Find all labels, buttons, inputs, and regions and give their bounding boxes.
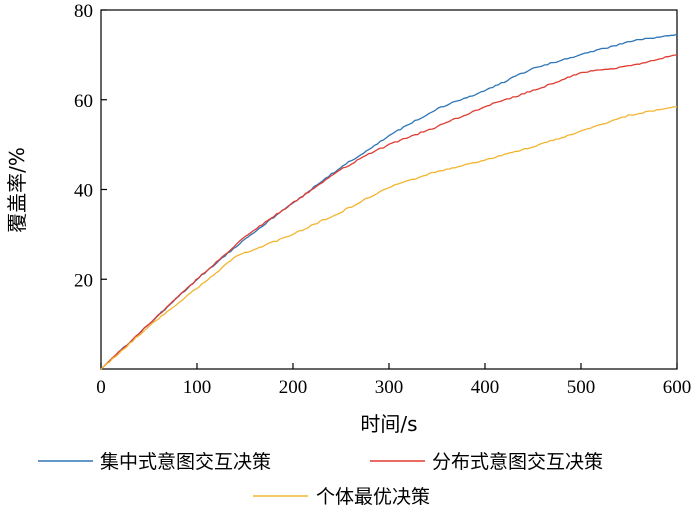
x-tick-label: 400 bbox=[471, 377, 500, 398]
x-tick-label: 300 bbox=[375, 377, 404, 398]
x-tick-label: 600 bbox=[663, 377, 692, 398]
x-tick-label: 100 bbox=[183, 377, 212, 398]
y-axis-title: 覆盖率/% bbox=[5, 147, 29, 233]
series-line-0 bbox=[100, 33, 678, 370]
y-tick-label: 20 bbox=[74, 270, 93, 291]
plot-area: 0 100 200 300 400 500 600 20 40 60 80 bbox=[74, 1, 691, 398]
legend-label-2: 个体最优决策 bbox=[316, 486, 430, 508]
x-tick-label: 0 bbox=[96, 377, 106, 398]
y-tick-label: 80 bbox=[74, 1, 93, 22]
x-tick-label: 200 bbox=[279, 377, 308, 398]
legend-label-1: 分布式意图交互决策 bbox=[432, 451, 603, 473]
series-line-1 bbox=[100, 54, 677, 370]
y-tick-label: 40 bbox=[74, 181, 93, 202]
series-line-2 bbox=[100, 106, 677, 370]
x-tick-label: 500 bbox=[567, 377, 596, 398]
y-tick-label: 60 bbox=[74, 91, 93, 112]
plot-frame bbox=[100, 9, 678, 370]
legend-label-0: 集中式意图交互决策 bbox=[100, 451, 271, 473]
x-axis-title: 时间/s bbox=[360, 412, 417, 436]
